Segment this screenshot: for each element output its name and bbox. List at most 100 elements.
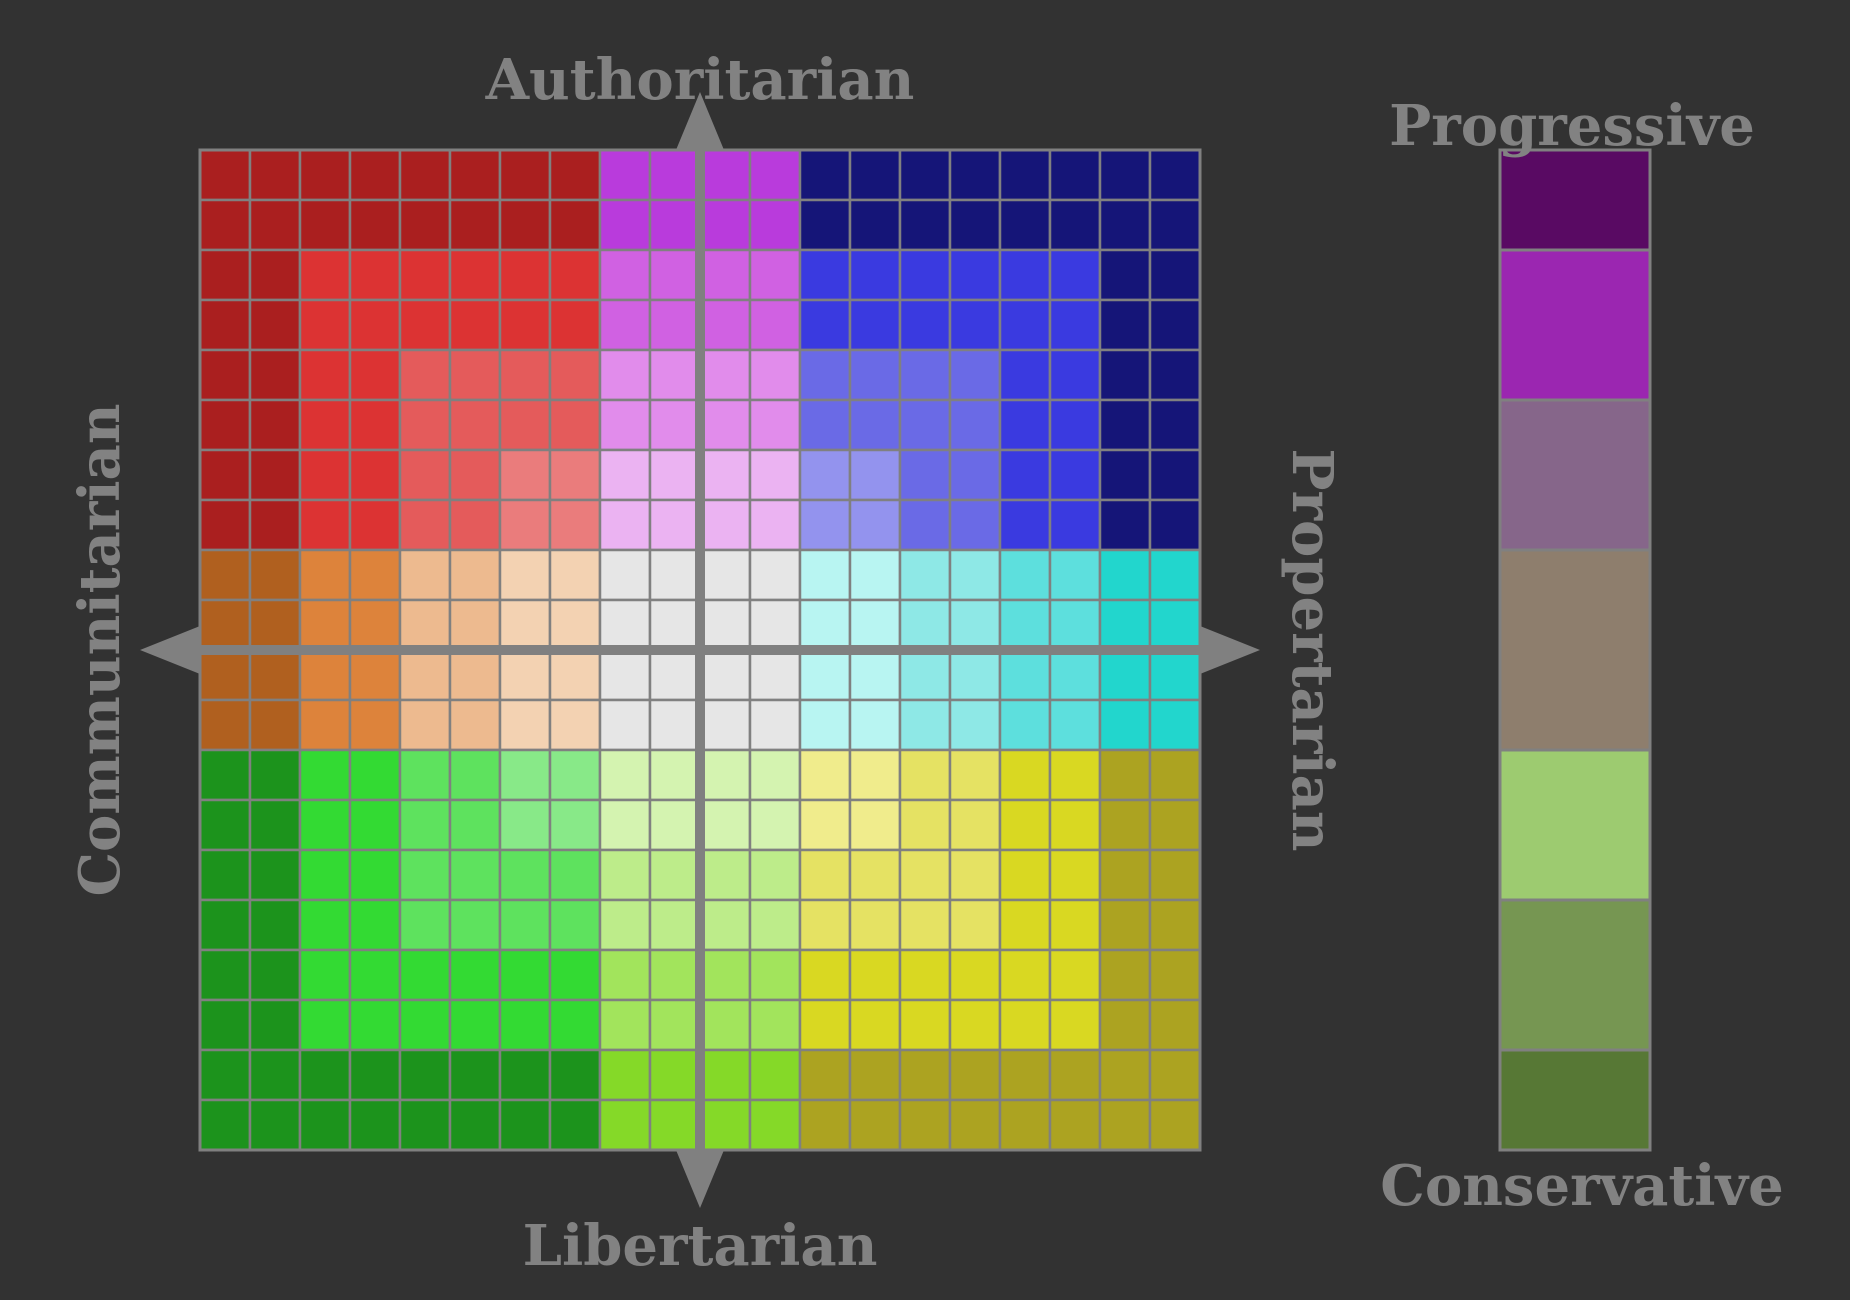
compass-cell <box>698 298 752 352</box>
compass-cell <box>998 448 1052 502</box>
compass-cell <box>948 798 1002 852</box>
compass-cell <box>498 298 552 352</box>
compass-cell <box>598 648 652 702</box>
compass-cell <box>698 398 752 452</box>
compass-cell <box>998 148 1052 202</box>
compass-cell <box>798 648 852 702</box>
compass-cell <box>1048 348 1102 402</box>
compass-cell <box>1098 348 1152 402</box>
compass-cell <box>248 648 302 702</box>
compass-cell <box>1148 398 1202 452</box>
compass-cell <box>748 798 802 852</box>
compass-cell <box>798 798 852 852</box>
compass-cell <box>548 1048 602 1102</box>
compass-cell <box>898 298 952 352</box>
compass-cell <box>498 598 552 652</box>
compass-cell <box>498 1048 552 1102</box>
compass-cell <box>798 1048 852 1102</box>
compass-cell <box>998 598 1052 652</box>
compass-cell <box>548 848 602 902</box>
compass-cell <box>1148 698 1202 752</box>
compass-cell <box>498 498 552 552</box>
compass-cell <box>548 448 602 502</box>
compass-cell <box>698 898 752 952</box>
compass-cell <box>1148 948 1202 1002</box>
compass-cell <box>1148 348 1202 402</box>
compass-cell <box>248 898 302 952</box>
compass-cell <box>1098 798 1152 852</box>
compass-cell <box>848 998 902 1052</box>
compass-cell <box>748 898 802 952</box>
compass-cell <box>948 848 1002 902</box>
axis-label-top: Authoritarian <box>485 47 915 113</box>
compass-cell <box>698 798 752 852</box>
compass-cell <box>648 298 702 352</box>
compass-cell <box>698 698 752 752</box>
compass-cell <box>848 848 902 902</box>
compass-cell <box>348 198 402 252</box>
compass-cell <box>648 648 702 702</box>
compass-cell <box>298 398 352 452</box>
compass-cell <box>798 398 852 452</box>
compass-cell <box>1048 948 1102 1002</box>
compass-cell <box>548 298 602 352</box>
compass-cell <box>798 348 852 402</box>
compass-cell <box>198 1098 252 1152</box>
compass-cell <box>548 548 602 602</box>
compass-cell <box>248 748 302 802</box>
compass-cell <box>798 198 852 252</box>
compass-cell <box>348 698 402 752</box>
compass-cell <box>248 348 302 402</box>
compass-cell <box>848 1048 902 1102</box>
compass-cell <box>948 698 1002 752</box>
compass-cell <box>298 948 352 1002</box>
compass-cell <box>648 348 702 402</box>
compass-cell <box>748 148 802 202</box>
compass-cell <box>548 748 602 802</box>
compass-cell <box>548 498 602 552</box>
compass-cell <box>448 248 502 302</box>
compass-cell <box>1148 148 1202 202</box>
compass-cell <box>348 998 402 1052</box>
scale-band <box>1498 748 1652 902</box>
compass-cell <box>248 698 302 752</box>
compass-cell <box>498 748 552 802</box>
compass-cell <box>198 298 252 352</box>
compass-cell <box>198 948 252 1002</box>
compass-cell <box>748 348 802 402</box>
compass-cell <box>298 448 352 502</box>
compass-cell <box>498 698 552 752</box>
compass-cell <box>298 548 352 602</box>
compass-cell <box>1098 1098 1152 1152</box>
compass-cell <box>398 748 452 802</box>
compass-cell <box>898 348 952 402</box>
compass-cell <box>648 998 702 1052</box>
compass-cell <box>948 898 1002 952</box>
compass-cell <box>848 898 902 952</box>
scale-label-top: Progressive <box>1389 93 1755 159</box>
compass-cell <box>398 1098 452 1152</box>
compass-cell <box>448 1098 502 1152</box>
compass-cell <box>648 148 702 202</box>
compass-cell <box>1098 698 1152 752</box>
compass-cell <box>1098 1048 1152 1102</box>
compass-cell <box>698 998 752 1052</box>
compass-cell <box>448 548 502 602</box>
compass-cell <box>748 598 802 652</box>
compass-cell <box>298 1048 352 1102</box>
compass-cell <box>548 198 602 252</box>
compass-cell <box>898 548 952 602</box>
compass-cell <box>498 998 552 1052</box>
compass-cell <box>948 398 1002 452</box>
compass-cell <box>198 848 252 902</box>
scale-band <box>1498 248 1652 402</box>
compass-cell <box>248 398 302 452</box>
compass-cell <box>348 848 402 902</box>
compass-cell <box>548 1098 602 1152</box>
arrow-up-icon <box>676 92 724 150</box>
compass-cell <box>198 498 252 552</box>
compass-cell <box>348 648 402 702</box>
compass-cell <box>248 548 302 602</box>
compass-cell <box>448 898 502 952</box>
